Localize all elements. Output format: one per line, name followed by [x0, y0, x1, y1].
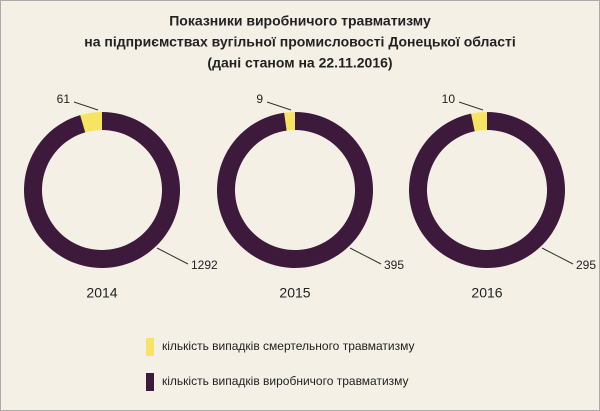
value-label: 295: [576, 258, 596, 272]
chart-title: Показники виробничого травматизму: [169, 13, 431, 29]
leader-line: [73, 101, 99, 111]
legend-label: кількість випадків виробничого травматиз…: [162, 374, 409, 388]
leader-line: [541, 247, 574, 265]
value-label: 1292: [191, 258, 218, 272]
leader-line: [156, 247, 189, 265]
leader-line: [458, 101, 484, 111]
donut-slice: [471, 112, 487, 132]
value-label: 61: [57, 92, 71, 106]
value-label: 10: [442, 92, 456, 106]
leader-line: [349, 247, 382, 265]
donut-slice: [80, 112, 102, 133]
category-label: 2016: [471, 285, 502, 301]
value-label: 9: [256, 92, 263, 106]
category-label: 2014: [86, 285, 117, 301]
value-label: 395: [384, 258, 404, 272]
chart-title: (дані станом на 22.11.2016): [207, 55, 392, 71]
chart-title: на підприємствах вугільної промисловості…: [84, 34, 516, 50]
category-label: 2015: [279, 285, 310, 301]
legend-swatch: [146, 373, 154, 391]
legend-swatch: [146, 338, 154, 356]
legend-label: кількість випадків смертельного травмати…: [162, 339, 415, 353]
donut-slice: [284, 112, 295, 131]
leader-line: [266, 101, 292, 111]
